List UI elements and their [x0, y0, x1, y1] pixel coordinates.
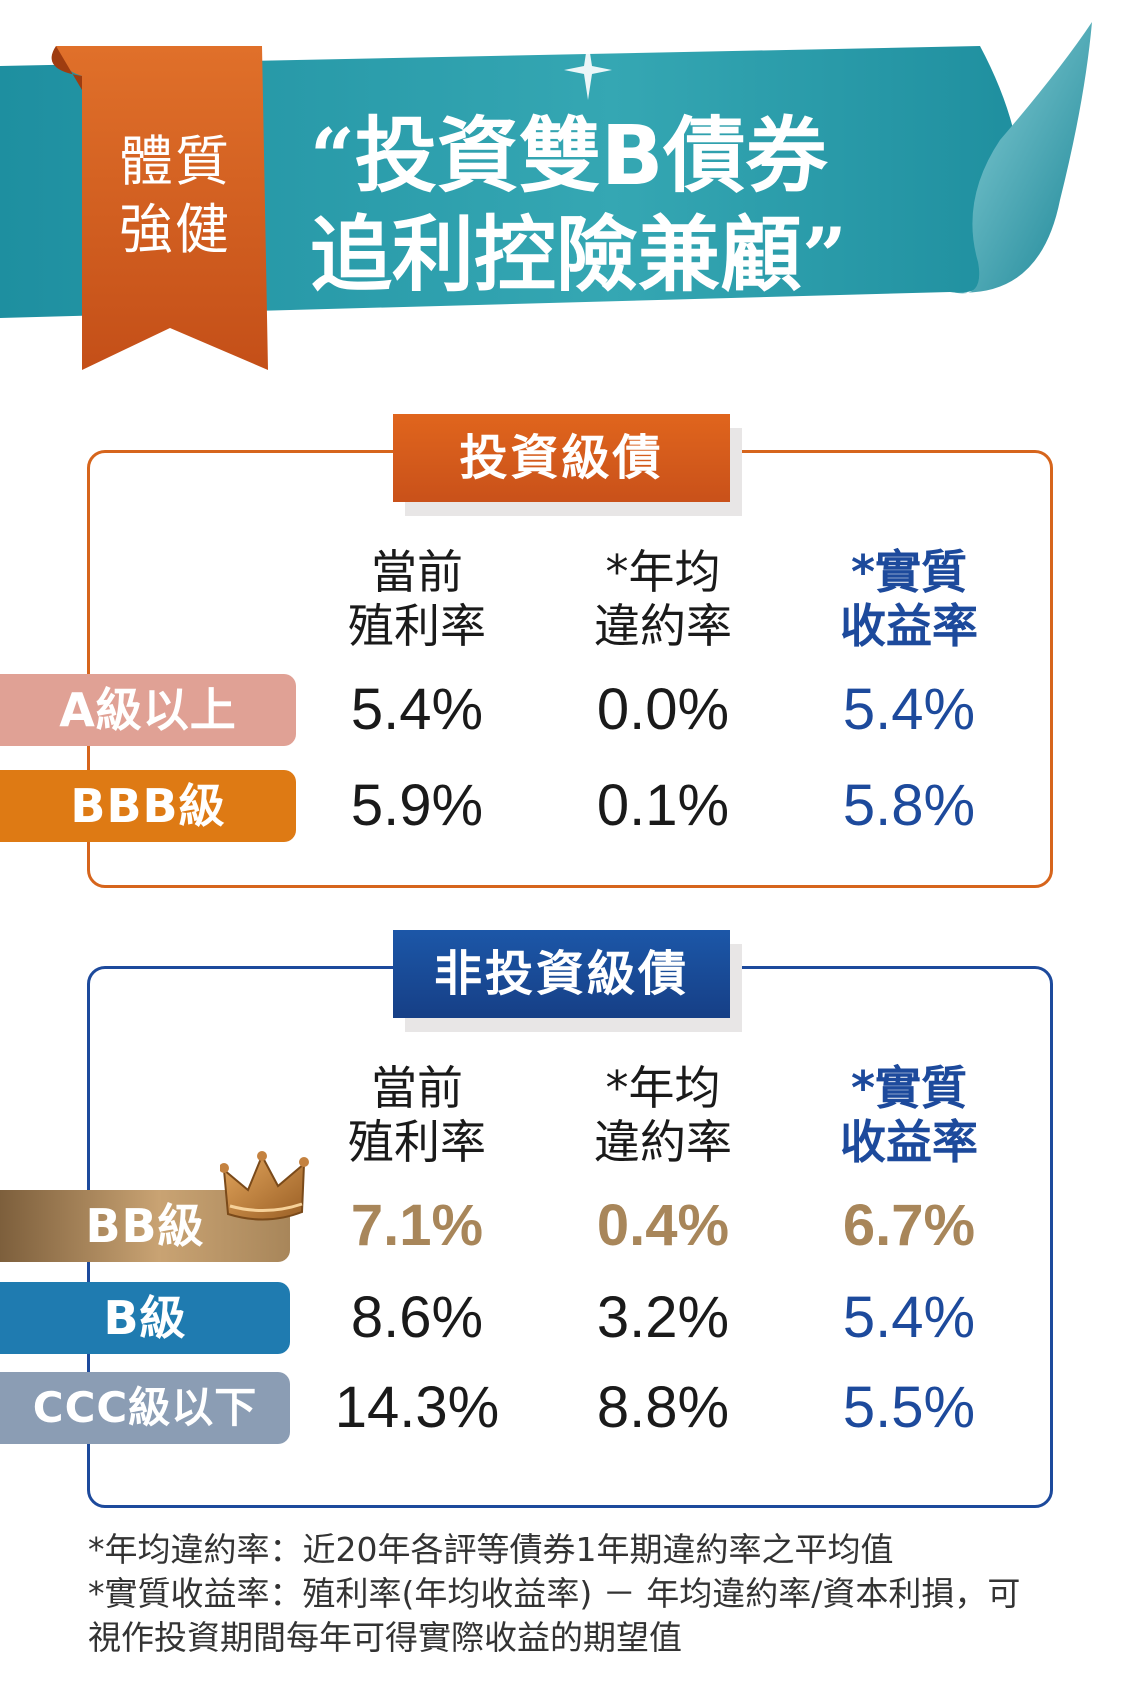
row-label-bb: BB級	[0, 1190, 290, 1262]
open-quote: “	[310, 112, 355, 203]
cell-bb-net-yield: 6.7%	[842, 1193, 976, 1258]
row-label-b: B級	[0, 1282, 290, 1354]
ribbon-shape	[56, 46, 268, 370]
sparkle-icon	[564, 40, 612, 100]
row-label-bbb: BBB級	[0, 770, 296, 842]
cell-bb-default-rate: 0.4%	[596, 1193, 730, 1258]
col-net-yield-line1: *實質	[850, 1061, 968, 1115]
cell-ccc-current-yield: 14.3%	[334, 1375, 500, 1440]
headline-line2: 追利控險兼顧”	[310, 207, 930, 306]
col-default-rate: *年均 違約率	[538, 1061, 788, 1169]
col-default-rate-line2: 違約率	[594, 1115, 732, 1169]
col-net-yield: *實質 收益率	[784, 1061, 1034, 1169]
headline: “投資雙B債券 追利控險兼顧”	[310, 108, 930, 306]
investment-grade-title: 投資級債	[393, 414, 730, 502]
col-current-yield-line2: 殖利率	[348, 599, 486, 653]
col-net-yield: *實質 收益率	[784, 545, 1034, 653]
close-quote: ”	[802, 211, 847, 302]
cell-bbb-default-rate: 0.1%	[596, 773, 730, 838]
cell-ccc-default-rate: 8.8%	[596, 1375, 730, 1440]
col-current-yield: 當前 殖利率	[292, 545, 542, 653]
footnote-default-rate: *年均違約率：近20年各評等債券1年期違約率之平均值	[88, 1530, 894, 1569]
col-current-yield-line1: 當前	[371, 1061, 463, 1115]
cell-b-net-yield: 5.4%	[842, 1285, 976, 1350]
headline-line2-text: 追利控險兼顧	[310, 208, 803, 303]
row-label-ccc-and-below: CCC級以下	[0, 1372, 290, 1444]
cell-a-default-rate: 0.0%	[596, 677, 730, 742]
row-label-a-and-above: A級以上	[0, 674, 296, 746]
cell-bbb-current-yield: 5.9%	[350, 773, 484, 838]
cell-b-default-rate: 3.2%	[596, 1285, 730, 1350]
header-banner	[0, 22, 1092, 370]
footnote-net-yield-cont: 視作投資期間每年可得實際收益的期望值	[88, 1618, 682, 1657]
cell-bb-current-yield: 7.1%	[350, 1193, 484, 1258]
footnotes: *年均違約率：近20年各評等債券1年期違約率之平均值 *實質收益率：殖利率(年均…	[88, 1528, 1088, 1660]
cell-a-current-yield: 5.4%	[350, 677, 484, 742]
footnote-net-yield: *實質收益率：殖利率(年均收益率) － 年均違約率/資本利損，可	[88, 1574, 1021, 1613]
col-net-yield-line2: 收益率	[840, 1115, 978, 1169]
col-default-rate-line1: *年均	[605, 1061, 721, 1115]
col-default-rate-line2: 違約率	[594, 599, 732, 653]
ribbon-line1: 體質	[119, 130, 231, 193]
cell-ccc-net-yield: 5.5%	[842, 1375, 976, 1440]
col-default-rate-line1: *年均	[605, 545, 721, 599]
banner-curl	[952, 22, 1092, 294]
col-current-yield-line2: 殖利率	[348, 1115, 486, 1169]
col-net-yield-line1: *實質	[850, 545, 968, 599]
col-current-yield-line1: 當前	[371, 545, 463, 599]
headline-line1-text: 投資雙B債券	[354, 109, 828, 204]
col-current-yield: 當前 殖利率	[292, 1061, 542, 1169]
cell-a-net-yield: 5.4%	[842, 677, 976, 742]
high-yield-title: 非投資級債	[393, 930, 730, 1018]
headline-line1: “投資雙B債券	[310, 108, 930, 207]
col-net-yield-line2: 收益率	[840, 599, 978, 653]
col-default-rate: *年均 違約率	[538, 545, 788, 653]
crown-icon	[220, 1151, 309, 1221]
cell-b-current-yield: 8.6%	[350, 1285, 484, 1350]
ribbon-line2: 強健	[119, 198, 231, 261]
cell-bbb-net-yield: 5.8%	[842, 773, 976, 838]
ribbon-label: 體質 強健	[100, 128, 250, 264]
